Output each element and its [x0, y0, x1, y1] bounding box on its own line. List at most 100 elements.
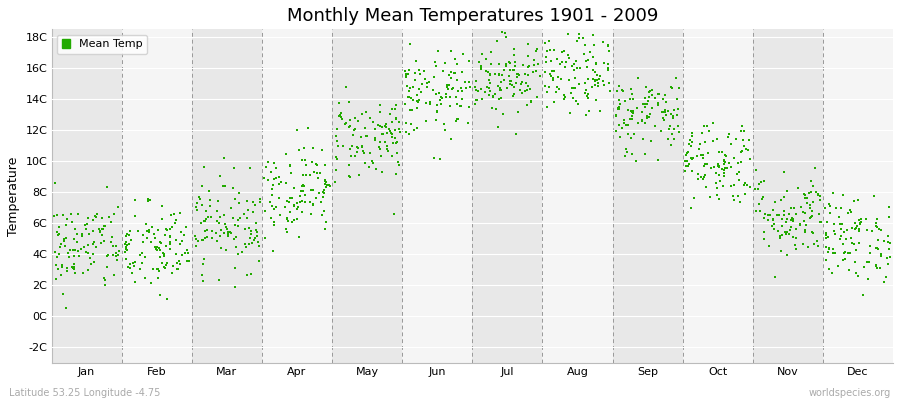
Point [738, 191, 752, 197]
Point [328, 133, 343, 139]
Point [290, 200, 304, 206]
Point [228, 264, 242, 271]
Point [440, 84, 454, 90]
Point [335, 116, 349, 122]
Point [299, 172, 313, 178]
Point [194, 219, 209, 226]
Point [248, 235, 263, 241]
Point [428, 117, 443, 124]
Point [600, 66, 615, 73]
Point [700, 150, 715, 156]
Point [826, 246, 841, 252]
Point [332, 100, 347, 106]
Point [111, 252, 125, 258]
Point [152, 254, 166, 260]
Point [626, 96, 641, 102]
Point [94, 225, 109, 232]
Point [260, 176, 274, 183]
Point [859, 216, 873, 223]
Point [104, 239, 118, 246]
Point [166, 262, 180, 269]
Point [127, 263, 141, 270]
Point [212, 214, 227, 220]
Point [94, 232, 109, 238]
Point [724, 140, 738, 147]
Point [748, 186, 762, 192]
Point [698, 161, 712, 167]
Point [109, 249, 123, 256]
Point [869, 262, 884, 268]
Point [136, 232, 150, 238]
Point [818, 235, 832, 241]
Point [493, 86, 508, 93]
Point [515, 90, 529, 96]
Point [261, 159, 275, 166]
Point [756, 194, 770, 200]
Point [392, 129, 407, 135]
Point [793, 222, 807, 228]
Point [210, 208, 224, 214]
Point [160, 226, 175, 233]
Point [651, 91, 665, 97]
Point [227, 236, 241, 242]
Point [832, 221, 847, 227]
Point [111, 204, 125, 210]
Point [134, 260, 148, 266]
Point [342, 146, 356, 152]
Point [318, 177, 332, 183]
Point [849, 246, 863, 253]
Point [462, 58, 476, 64]
Point [403, 84, 418, 91]
Point [709, 185, 724, 191]
Text: Latitude 53.25 Longitude -4.75: Latitude 53.25 Longitude -4.75 [9, 388, 160, 398]
Point [852, 228, 867, 234]
Point [355, 110, 369, 117]
Point [786, 218, 800, 225]
Point [687, 194, 701, 201]
Point [582, 108, 597, 114]
Point [683, 137, 698, 144]
Point [279, 151, 293, 157]
Point [706, 120, 720, 126]
Point [770, 212, 785, 219]
Point [153, 247, 167, 253]
Point [163, 246, 177, 252]
Point [155, 203, 169, 209]
Point [66, 247, 80, 254]
Point [398, 100, 412, 107]
Point [389, 102, 403, 109]
Point [196, 218, 211, 224]
Point [197, 234, 211, 241]
Point [603, 87, 617, 94]
Point [737, 180, 751, 187]
Point [68, 270, 82, 276]
Point [611, 106, 625, 112]
Point [310, 160, 324, 167]
Point [712, 172, 726, 178]
Point [561, 31, 575, 38]
Point [860, 227, 874, 233]
Point [655, 109, 670, 116]
Point [654, 127, 669, 134]
Point [600, 65, 615, 71]
Point [203, 196, 218, 203]
Point [212, 277, 226, 284]
Point [135, 250, 149, 256]
Point [238, 226, 252, 232]
Point [316, 189, 330, 196]
Point [580, 58, 594, 64]
Point [454, 103, 469, 110]
Point [350, 144, 365, 150]
Point [306, 202, 320, 209]
Point [440, 83, 454, 89]
Point [290, 126, 304, 133]
Point [788, 246, 803, 252]
Point [329, 154, 344, 160]
Point [783, 224, 797, 230]
Point [362, 164, 376, 170]
Point [415, 81, 429, 87]
Point [170, 266, 184, 272]
Point [118, 241, 132, 247]
Point [547, 47, 562, 53]
Point [612, 106, 626, 112]
